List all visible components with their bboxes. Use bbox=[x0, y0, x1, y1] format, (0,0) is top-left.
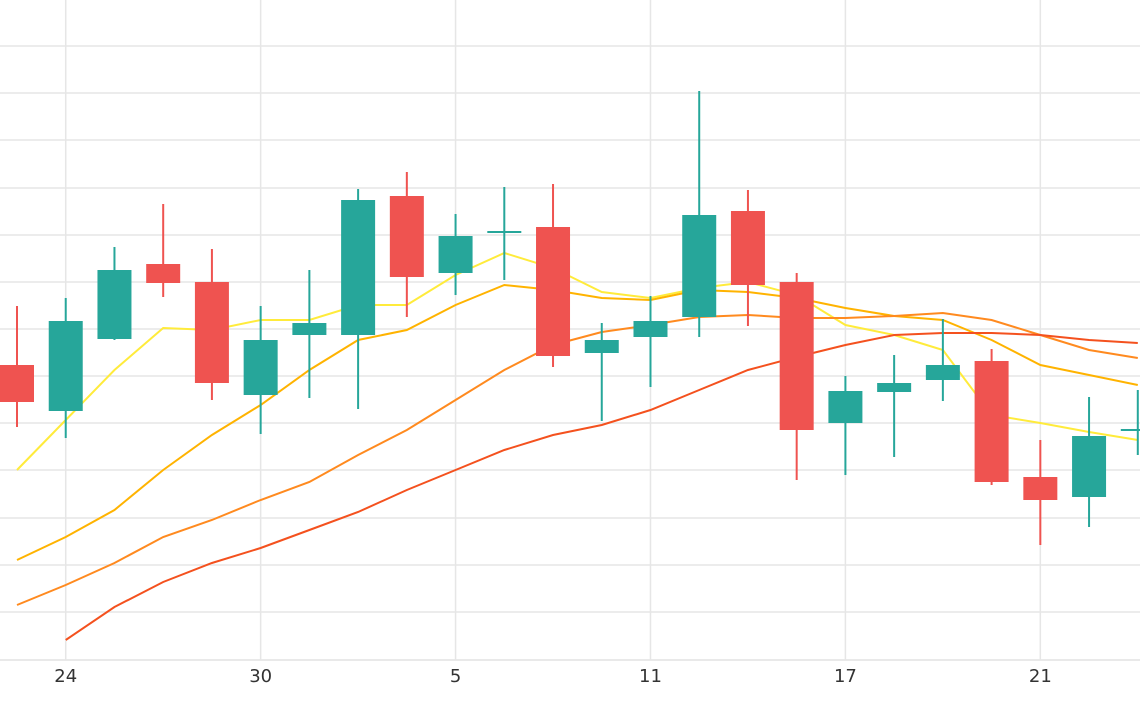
candle-body bbox=[584, 340, 619, 353]
x-tick-label: 17 bbox=[834, 666, 857, 687]
candle-body bbox=[536, 227, 571, 356]
candle-body bbox=[97, 270, 132, 339]
candle-body bbox=[974, 361, 1009, 482]
candle-body bbox=[779, 282, 814, 430]
candle-body bbox=[925, 365, 960, 380]
candle-body bbox=[48, 321, 83, 411]
x-tick-label: 21 bbox=[1029, 666, 1052, 687]
candle-body bbox=[487, 231, 522, 233]
candle-body bbox=[877, 383, 912, 392]
candle-body bbox=[292, 323, 327, 335]
x-tick-label: 30 bbox=[249, 666, 272, 687]
x-tick-label: 24 bbox=[54, 666, 77, 687]
moving-average-line bbox=[16, 283, 1138, 561]
moving-average-line bbox=[65, 332, 1138, 641]
candle-body bbox=[341, 200, 376, 335]
moving-average-line bbox=[16, 251, 1138, 471]
candle-body bbox=[438, 236, 473, 273]
x-tick-label: 11 bbox=[639, 666, 662, 687]
x-tick-label: 5 bbox=[450, 666, 461, 687]
candle-body bbox=[730, 211, 765, 285]
candle-body bbox=[633, 321, 668, 337]
candle-body bbox=[243, 340, 278, 395]
candle-body bbox=[682, 215, 717, 317]
candle-body bbox=[1072, 436, 1107, 497]
candle-body bbox=[146, 264, 181, 283]
moving-average-line bbox=[16, 311, 1138, 606]
candle-body bbox=[828, 391, 863, 423]
candle-body bbox=[1023, 477, 1058, 500]
candle-body bbox=[0, 365, 34, 402]
candle-body bbox=[389, 196, 424, 277]
candle-body bbox=[194, 282, 229, 383]
candle-body bbox=[1120, 429, 1140, 431]
